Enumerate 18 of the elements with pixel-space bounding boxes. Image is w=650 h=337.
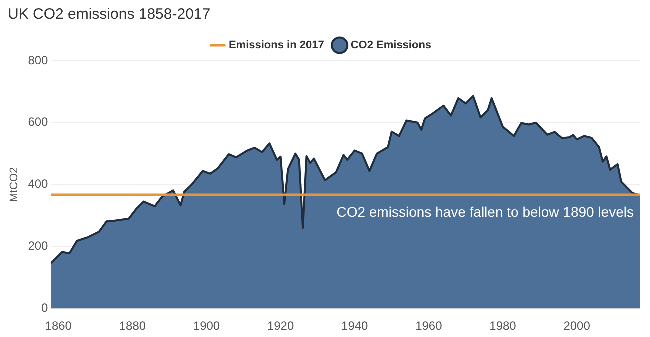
x-tick-label: 2000	[564, 319, 591, 334]
x-tick-label: 1900	[193, 319, 220, 334]
x-tick-label: 1920	[267, 319, 294, 334]
x-tick-label: 1880	[119, 319, 146, 334]
y-tick-label: 800	[28, 53, 49, 68]
legend-label: Emissions in 2017	[228, 40, 324, 52]
y-axis-title: MtCO2	[8, 167, 21, 202]
y-tick-label: 600	[28, 115, 49, 130]
annotation: CO2 emissions have fallen to below 1890 levels	[336, 204, 634, 220]
chart-title: UK CO2 emissions 1858-2017	[8, 6, 211, 23]
y-tick-label: 200	[28, 239, 49, 254]
legend-label: CO2 Emissions	[350, 40, 432, 52]
y-tick-label: 400	[28, 177, 49, 192]
x-tick-label: 1960	[416, 319, 443, 334]
x-tick-label: 1980	[490, 319, 517, 334]
x-tick-label: 1940	[342, 319, 369, 334]
y-tick-label: 0	[42, 300, 49, 315]
x-tick-label: 1860	[45, 319, 72, 334]
